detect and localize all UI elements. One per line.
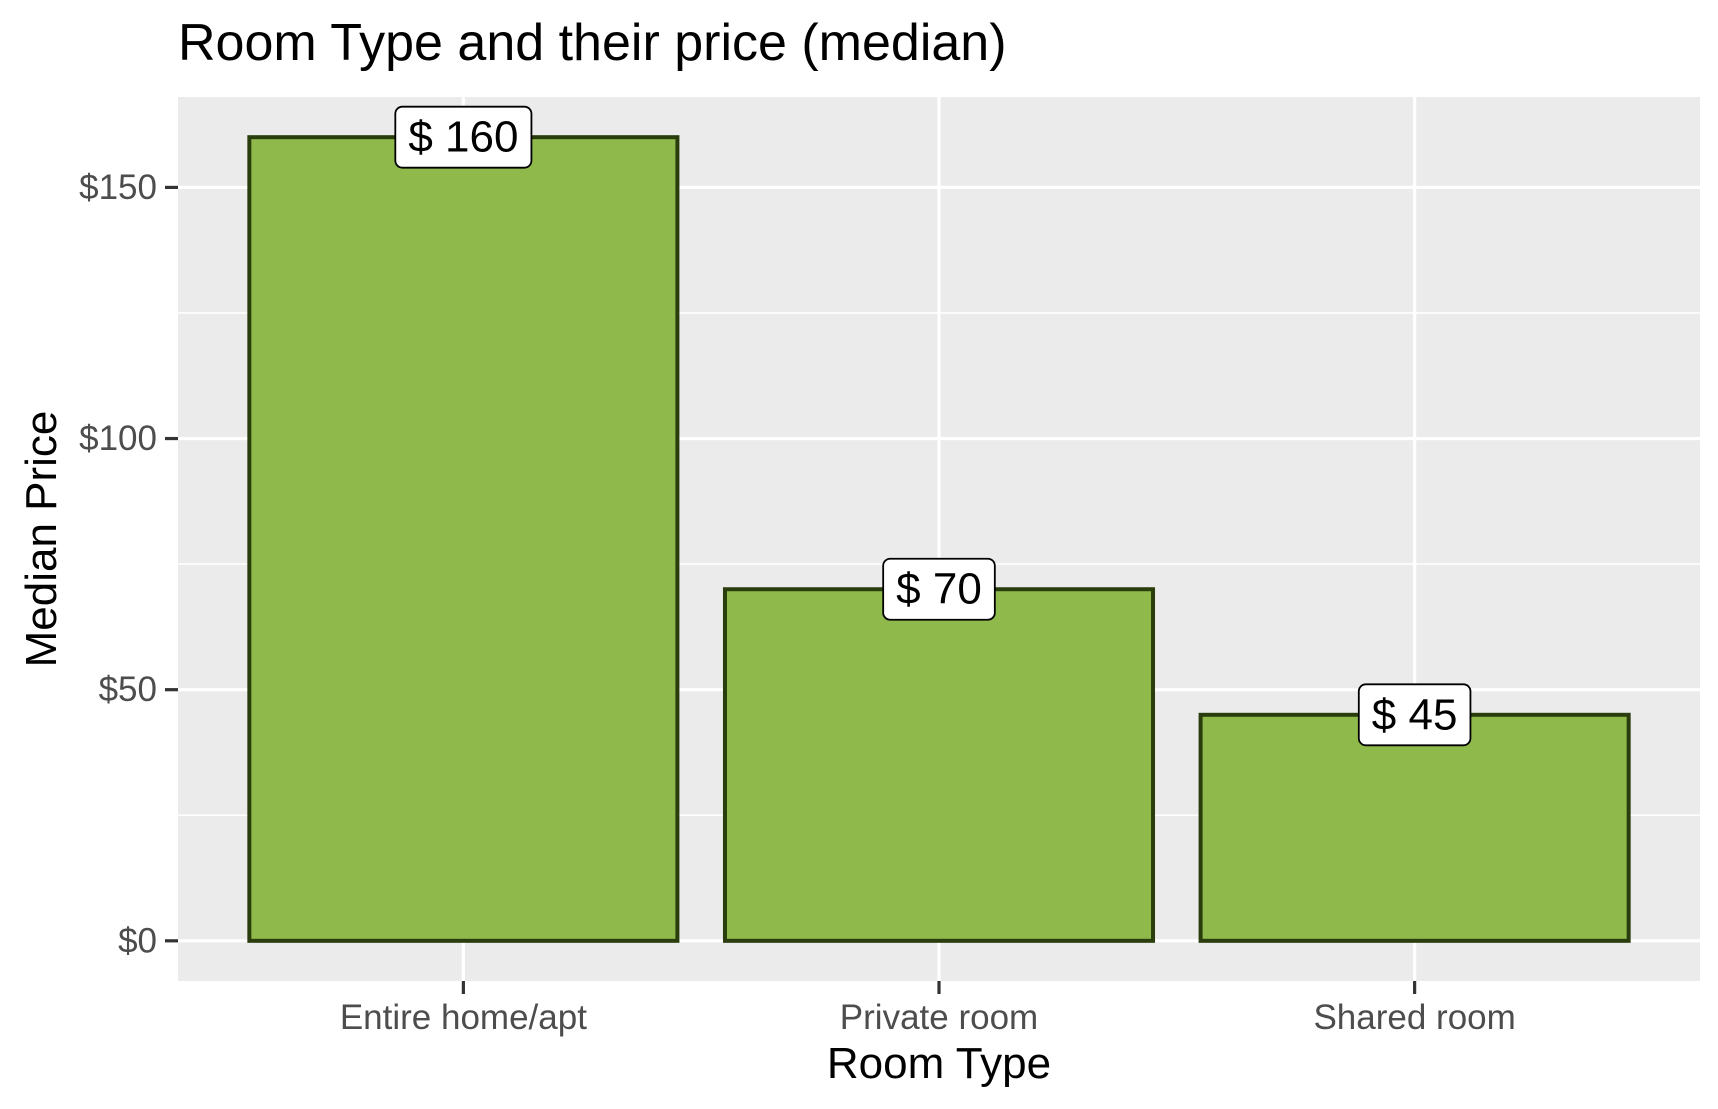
x-tick-label: Private room xyxy=(840,998,1038,1037)
bar xyxy=(722,587,1156,943)
y-tick-label: $50 xyxy=(99,670,157,709)
data-label: $ 45 xyxy=(1357,683,1472,747)
data-label-box xyxy=(882,557,996,621)
data-label-text: $ 45 xyxy=(1372,690,1458,739)
y-axis-title: Median Price xyxy=(17,411,66,668)
data-label-box xyxy=(1357,683,1472,747)
data-label-text: $ 70 xyxy=(896,565,982,614)
x-axis: Entire home/apt Private room Shared room xyxy=(340,981,1516,1037)
data-label: $ 70 xyxy=(882,557,996,621)
y-tick-label: $150 xyxy=(79,168,157,207)
data-label: $ 160 xyxy=(394,105,533,169)
y-tick-label: $100 xyxy=(79,419,157,458)
x-tick-label: Entire home/apt xyxy=(340,998,587,1037)
bars xyxy=(247,135,1631,943)
data-labels: $ 160 $ 70 $ 45 xyxy=(394,105,1472,747)
bar xyxy=(1198,712,1631,943)
x-tick-label: Shared room xyxy=(1313,998,1515,1037)
chart-title: Room Type and their price (median) xyxy=(178,14,1007,72)
data-label-text: $ 160 xyxy=(408,113,518,162)
y-tick-label: $0 xyxy=(118,921,157,960)
data-label-box xyxy=(394,105,533,169)
bar xyxy=(247,135,680,943)
y-axis: $0 $50 $100 $150 xyxy=(79,168,178,960)
x-axis-title: Room Type xyxy=(827,1039,1051,1088)
